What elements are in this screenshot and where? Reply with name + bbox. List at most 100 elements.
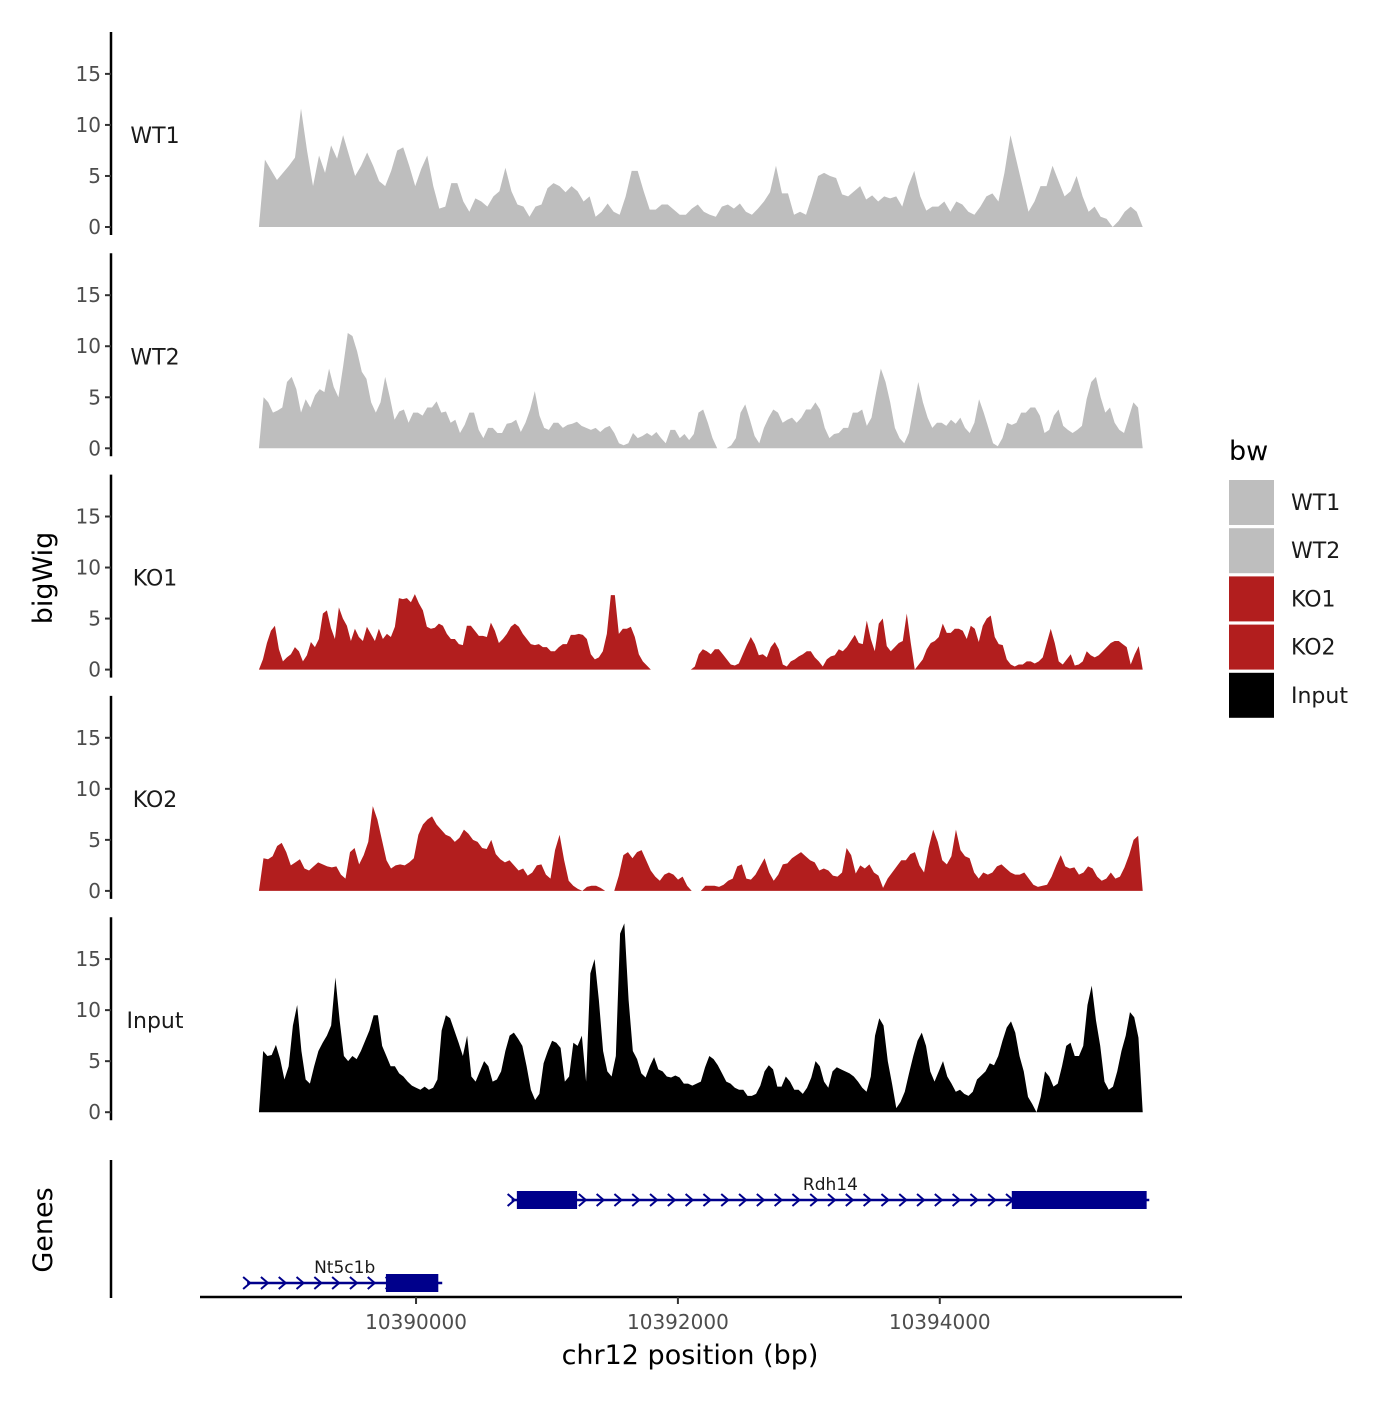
y-tick-label: 15	[76, 504, 101, 528]
y-tick-label: 0	[88, 879, 101, 903]
track-label: WT1	[130, 124, 179, 149]
strand-arrow	[773, 1193, 784, 1207]
coverage-area-wt1	[258, 108, 1143, 227]
y-tick-label: 15	[76, 726, 101, 750]
strand-arrow	[845, 1193, 855, 1207]
coverage-area-wt2	[258, 332, 1143, 449]
y-axis-title: bigWig	[28, 532, 59, 625]
gene-rdh14: Rdh14	[506, 1175, 1150, 1209]
strand-arrow	[367, 1276, 377, 1290]
strand-arrow	[667, 1193, 677, 1207]
gene-label: Nt5c1b	[314, 1258, 375, 1278]
coverage-area-input	[258, 923, 1143, 1113]
strand-arrow	[242, 1276, 252, 1290]
strand-arrow	[720, 1193, 730, 1207]
track-ko1: 0 5 10 15 KO1	[76, 474, 1143, 682]
legend-label: WT2	[1291, 539, 1340, 564]
strand-arrow	[987, 1193, 997, 1207]
y-tick-label: 0	[88, 658, 101, 682]
strand-arrow	[631, 1193, 641, 1207]
coverage-area-ko1	[258, 594, 1143, 670]
y-tick-label: 5	[88, 164, 101, 188]
y-tick-label: 15	[76, 947, 101, 971]
strand-arrow	[862, 1193, 873, 1207]
x-tick-label: 10394000	[889, 1310, 991, 1334]
genes-axis-title: Genes	[28, 1187, 59, 1272]
legend-item-ko2: KO2	[1229, 624, 1336, 670]
legend-swatch	[1229, 672, 1274, 718]
strand-arrow	[738, 1193, 748, 1207]
y-tick-label: 5	[88, 385, 101, 409]
y-tick-label: 10	[76, 334, 101, 358]
strand-arrow	[331, 1276, 341, 1290]
legend-label: KO1	[1291, 587, 1336, 612]
strand-arrow	[278, 1276, 288, 1290]
track-input: 0 5 10 15 Input	[76, 917, 1143, 1124]
x-tick-label: 10392000	[627, 1310, 729, 1334]
legend-swatch	[1229, 528, 1274, 574]
x-tick-label: 10390000	[365, 1310, 467, 1334]
strand-arrow	[578, 1193, 588, 1207]
legend-label: KO2	[1291, 636, 1336, 661]
strand-arrow	[756, 1193, 766, 1207]
y-tick-label: 15	[76, 283, 101, 307]
coverage-area-ko2	[258, 806, 1143, 891]
strand-arrow	[613, 1193, 623, 1207]
y-tick-label: 15	[76, 62, 101, 86]
track-label: Input	[127, 1009, 184, 1034]
genes-panel: Rdh14 Nt5c1b	[109, 1160, 1150, 1298]
y-tick-label: 5	[88, 607, 101, 631]
legend-title: bw	[1229, 436, 1268, 467]
y-tick-label: 5	[88, 828, 101, 852]
y-tick-label: 10	[76, 998, 101, 1022]
strand-arrow	[969, 1193, 979, 1207]
strand-arrow	[313, 1276, 323, 1290]
y-tick-label: 10	[76, 113, 101, 137]
strand-arrow	[684, 1193, 695, 1207]
legend: bw WT1 WT2 KO1 KO2 Input	[1229, 436, 1348, 718]
track-wt1: 0 5 10 15 WT1	[76, 32, 1143, 239]
strand-arrow	[295, 1276, 306, 1290]
exon	[385, 1274, 439, 1292]
legend-label: WT1	[1291, 491, 1340, 516]
x-axis-title: chr12 position (bp)	[562, 1340, 819, 1371]
legend-label: Input	[1291, 684, 1348, 709]
track-label: KO2	[133, 788, 178, 813]
strand-arrow	[916, 1193, 926, 1207]
legend-swatch	[1229, 624, 1274, 670]
coverage-tracks: 0 5 10 15 WT1 0 5 10 15 WT2 0 5 10 15 KO1 0 5 10 15 KO2 0 5 10…	[76, 32, 1143, 1124]
y-tick-label: 10	[76, 556, 101, 580]
legend-item-wt1: WT1	[1229, 480, 1340, 525]
track-ko2: 0 5 10 15 KO2	[76, 695, 1143, 903]
legend-item-input: Input	[1229, 672, 1348, 718]
y-tick-label: 5	[88, 1049, 101, 1073]
legend-swatch	[1229, 480, 1274, 525]
x-axis: 10390000 10392000 10394000	[200, 1295, 1182, 1334]
y-tick-label: 0	[88, 1100, 101, 1124]
track-label: KO1	[133, 567, 178, 592]
strand-arrow	[702, 1193, 712, 1207]
strand-arrow	[809, 1193, 819, 1207]
legend-item-wt2: WT2	[1229, 528, 1340, 574]
strand-arrow	[506, 1193, 517, 1207]
y-tick-label: 0	[88, 215, 101, 239]
strand-arrow	[898, 1193, 908, 1207]
strand-arrow	[934, 1193, 944, 1207]
exon	[1011, 1191, 1147, 1209]
strand-arrow	[649, 1193, 659, 1207]
strand-arrow	[827, 1193, 837, 1207]
strand-arrow	[880, 1193, 890, 1207]
track-label: WT2	[130, 345, 179, 370]
y-tick-label: 0	[88, 436, 101, 460]
strand-arrow	[349, 1276, 359, 1290]
strand-arrow	[260, 1276, 270, 1290]
strand-arrow	[951, 1193, 962, 1207]
gene-nt5c1b: Nt5c1b	[242, 1258, 443, 1292]
y-tick-label: 10	[76, 777, 101, 801]
track-wt2: 0 5 10 15 WT2	[76, 253, 1143, 460]
strand-arrow	[791, 1193, 801, 1207]
gene-label: Rdh14	[803, 1175, 858, 1195]
